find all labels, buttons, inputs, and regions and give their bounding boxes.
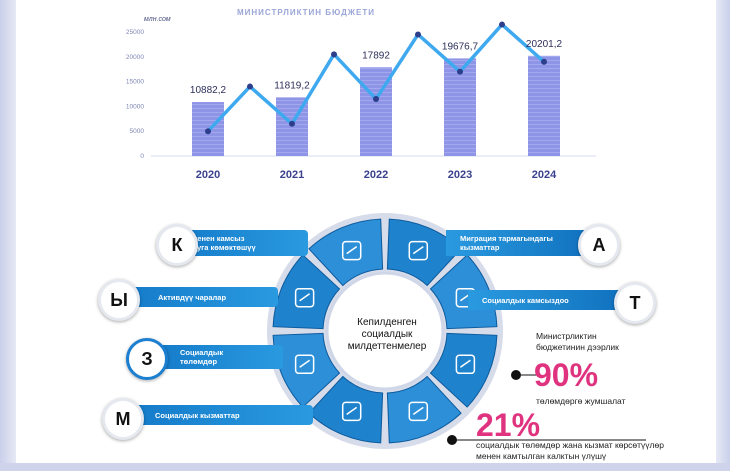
band-migration-line2: кызматтар	[460, 243, 500, 252]
y-tick-label: 15000	[126, 79, 144, 86]
percent-90-caption: төлөмдөргө жумшалат	[536, 396, 626, 406]
band-employment-line1: Иш менен камсыз	[178, 234, 245, 243]
budget-chart: МИНИСТРЛИКТИН БЮДЖЕТИ млн.сом 0 5000 10000…	[126, 8, 596, 181]
pointer-dot-21	[447, 435, 457, 445]
category-2021: 2021	[280, 169, 304, 181]
band-social-insurance: Социалдык камсыздоо	[468, 290, 632, 310]
trend-point	[415, 31, 421, 38]
letter-t: Т	[614, 282, 656, 324]
y-tick-label: 10000	[126, 103, 144, 110]
y-tick-label: 25000	[126, 29, 144, 36]
trend-point	[499, 21, 505, 28]
elderly-care-icon	[294, 354, 315, 375]
band-migration: Миграция тармагындагы кызматтар	[446, 230, 600, 256]
center-line-3: милдеттенмелер	[347, 341, 427, 352]
band-social-payments-line2: төлөмдөр	[180, 357, 218, 366]
trend-point	[289, 120, 295, 127]
data-label-2021: 11819,2	[274, 80, 310, 91]
briefcase-people-icon	[408, 240, 429, 261]
data-label-2020: 10882,2	[190, 85, 227, 96]
category-2023: 2023	[448, 169, 472, 181]
percent-21: 21%	[476, 407, 541, 443]
center-line-1: Кепилденген	[357, 317, 417, 328]
pointer-dot-90	[511, 370, 521, 380]
presentation-board-icon	[408, 401, 429, 422]
wheel-segment	[308, 218, 384, 287]
wheel-segment	[429, 332, 498, 408]
right-frame	[716, 0, 730, 471]
coin-stack-icon	[455, 354, 476, 375]
category-2024: 2024	[532, 169, 557, 181]
wheel-diagram	[267, 213, 646, 449]
budget-caption-line1: Министрликтин	[536, 331, 597, 341]
y-tick-label: 0	[140, 153, 144, 160]
trend-point	[457, 68, 463, 75]
trend-point	[205, 128, 211, 135]
budget-caption-line2: бюджетинин дээрлик	[536, 342, 619, 352]
data-label-2022: 17892	[362, 50, 390, 61]
percent-21-caption-line1: социалдык төлөмдөр жана кызмат көрсөтүүл…	[476, 440, 664, 450]
letter-m: М	[102, 398, 144, 440]
bottom-frame	[0, 463, 730, 471]
wheel-segment	[272, 332, 341, 408]
letter-a: А	[578, 224, 620, 266]
slide: МИНИСТРЛИКТИН БЮДЖЕТИ млн.сом 0 5000 10000…	[16, 0, 716, 463]
center-line-2: социалдык	[361, 329, 413, 340]
category-2020: 2020	[196, 169, 220, 181]
percent-21-caption-line2: менен камтылган калктын үлүшү	[476, 451, 607, 461]
percent-90: 90%	[534, 357, 599, 393]
chart-title: МИНИСТРЛИКТИН БЮДЖЕТИ	[237, 8, 375, 17]
budget-caption: Министрликтин бюджетинин дээрлик	[536, 331, 619, 353]
trend-point	[541, 58, 547, 65]
wheel-segment	[429, 254, 498, 330]
band-active-measures-label: Активдүү чаралар	[158, 292, 227, 302]
pie-chart-icon	[341, 401, 362, 422]
y-tick-label: 20000	[126, 54, 144, 61]
letter-y: Ы	[98, 279, 140, 321]
chart-unit: млн.сом	[144, 16, 171, 23]
category-2022: 2022	[364, 169, 388, 181]
wheel-segment	[386, 375, 462, 444]
band-migration-line1: Миграция тармагындагы	[460, 234, 553, 243]
band-social-payments: Социалдык төлөмдөр	[146, 345, 283, 369]
wheel-center	[325, 271, 445, 391]
trend-point	[373, 95, 379, 102]
left-frame	[0, 0, 16, 471]
data-label-2024: 20201,2	[526, 39, 563, 50]
trend-point	[247, 83, 253, 90]
growth-chart-icon	[341, 240, 362, 261]
hand-card-icon	[294, 287, 315, 308]
band-social-services: Социалдык кызматтар	[121, 405, 313, 425]
bar-2024	[528, 55, 560, 156]
data-label-2023: 19676,7	[442, 41, 479, 52]
band-social-insurance-label: Социалдык камсыздоо	[482, 295, 569, 305]
letter-z: З	[126, 338, 168, 380]
band-social-payments-line1: Социалдык	[180, 348, 224, 357]
letter-k: К	[156, 224, 198, 266]
percent-21-caption: социалдык төлөмдөр жана кызмат көрсөтүүл…	[476, 440, 664, 462]
band-social-services-label: Социалдык кызматтар	[155, 410, 240, 420]
trend-point	[331, 51, 337, 58]
wheel-center-text: Кепилденген социалдык милдеттенмелер	[332, 317, 442, 353]
band-active-measures: Активдүү чаралар	[116, 287, 278, 307]
y-tick-label: 5000	[130, 128, 145, 135]
band-employment-line2: кылууга көмөктөшүү	[178, 243, 256, 252]
